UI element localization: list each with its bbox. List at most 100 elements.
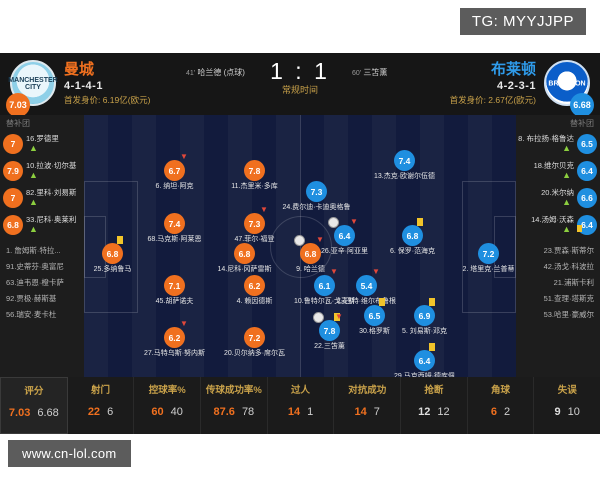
away-team-formation: 4-2-3-1 (497, 80, 536, 92)
substitute-row[interactable]: 6.5 8. 布拉扬·格鲁达 ▲ (516, 132, 600, 159)
stat-cell: 抢断 12 12 (401, 377, 468, 434)
bench-player[interactable]: 1. 詹姆斯·特拉... (6, 245, 61, 255)
stat-away-value: 10 (567, 406, 580, 418)
stat-label: 评分 (24, 386, 44, 397)
home-team-rating-badge: 7.03 (6, 93, 30, 117)
player-rating: 7.1 (164, 275, 185, 296)
pitch-player[interactable]: 7.4 13.杰克·欧谢尔伍德 (374, 150, 435, 180)
stat-home-value: 9 (554, 406, 561, 418)
pitch-player[interactable]: 7.2 20.贝尔纳多·席尔瓦 (224, 327, 285, 357)
pitch-player[interactable]: 6.7 ▼ 6. 纳坦·阿克 (155, 152, 193, 190)
player-name: 20.贝尔纳多·席尔瓦 (223, 350, 286, 357)
player-name: 9. 哈兰德 (296, 266, 325, 273)
away-substitutes-panel: 替补团 6.5 8. 布拉扬·格鲁达 ▲ 6.4 18.维尔贝克 ▲ 6.6 20.米尔纳 ▲ 6… (516, 115, 600, 377)
pitch-player[interactable]: 6.4 ▼ 26.亚辛·阿亚里 (321, 217, 368, 255)
player-name: 14.尼科·冈萨雷斯 (217, 266, 272, 273)
stat-cell: 射门 22 6 (68, 377, 135, 434)
player-name: 10.鲁特尔瓦·戈麦斯 (293, 298, 356, 305)
pitch-player[interactable]: 7.3 ▼ 47.菲尔·福登 (234, 205, 274, 243)
player-rating: 6.4 (414, 343, 435, 371)
stat-cell: 过人 14 1 (268, 377, 335, 434)
player-rating: 7.4 (394, 150, 415, 171)
substitute-row[interactable]: 7.9 10.拉波·切尔基 ▲ (0, 159, 84, 186)
pitch-player[interactable]: 6.4 29.马克西姆·德库佩 (394, 343, 455, 377)
player-rating: 7.8 ▼ (313, 312, 343, 341)
substitute-row[interactable]: 7 82.里科·刘易斯 ▲ (0, 186, 84, 213)
substitute-name: 33.尼科·奥莱利 (26, 215, 77, 224)
goal-minute: 60' (352, 70, 362, 77)
stat-cell: 角球 6 2 (468, 377, 535, 434)
substitute-row[interactable]: 6.4 18.维尔贝克 ▲ (516, 159, 600, 186)
player-name: 24.费尔迪·卡迪奥格鲁 (282, 204, 351, 211)
bench-player[interactable]: 91.史蒂芬·奥富尼 (6, 261, 64, 271)
home-substitutes-panel: 替补团 7 16.罗德里 ▲ 7.9 10.拉波·切尔基 ▲ 7 82.里科·刘易斯 ▲ 6.8 3… (0, 115, 84, 377)
yellow-card-icon (117, 236, 123, 244)
goal-event-away: 60' 三笘薰 (352, 67, 387, 78)
stat-values: 7.03 6.68 (1, 403, 67, 423)
substitute-row[interactable]: 6.4 14.汤姆·沃森 ▲ (516, 213, 600, 240)
stat-away-value: 7 (373, 406, 380, 418)
yellow-card-icon (577, 225, 582, 232)
stat-home-value: 7.03 (8, 407, 31, 419)
pitch-player[interactable]: 5.4 ▼ 1. 巴特·维尔布鲁根 (337, 267, 396, 305)
pitch-player[interactable]: 6.8 ▼ 9. 哈兰德 (294, 235, 325, 273)
pitch-player[interactable]: 6.1 ▼ 10.鲁特尔瓦·戈麦斯 (294, 267, 355, 305)
sub-in-arrow-icon: ▲ (562, 143, 571, 153)
sub-in-arrow-icon: ▲ (562, 224, 571, 234)
away-substitutes-list: 6.5 8. 布拉扬·格鲁达 ▲ 6.4 18.维尔贝克 ▲ 6.6 20.米尔纳 ▲ 6.4 14… (516, 132, 600, 240)
bench-player[interactable]: 51.查理·塔斯克 (543, 293, 594, 303)
pitch-player[interactable]: 7.1 45.胡萨诺夫 (156, 275, 193, 305)
pitch-player[interactable]: 6.8 6. 保罗·范海克 (390, 218, 435, 255)
pitch-player[interactable]: 6.8 25.多纳鲁马 (94, 236, 131, 273)
sub-out-arrow-icon: ▼ (180, 319, 188, 328)
stat-values: 60 40 (134, 402, 200, 422)
sub-in-arrow-icon: ▲ (29, 224, 38, 234)
bench-player[interactable]: 23.贾森·斯蒂尔 (543, 245, 594, 255)
pitch: 6.8 25.多纳鲁马 7.1 45.胡萨诺夫 7.4 68.马克斯·阿莱恩 6.7 ▼ 6. … (84, 115, 516, 377)
pitch-player[interactable]: 7.8 ▼ 22.三笘薰 (313, 312, 345, 350)
player-rating: 7.2 (478, 243, 499, 264)
bench-player[interactable]: 21.浦斯卡利 (553, 277, 594, 287)
stat-label: 角球 (491, 385, 511, 396)
pitch-player[interactable]: 7.4 68.马克斯·阿莱恩 (147, 213, 202, 243)
pitch-player[interactable]: 6.2 4. 赖因德斯 (237, 275, 272, 305)
away-team-name: 布莱顿 (490, 61, 536, 78)
sub-in-arrow-icon: ▲ (29, 197, 38, 207)
substitute-name: 16.罗德里 (26, 134, 59, 143)
sub-in-arrow-icon: ▲ (29, 143, 38, 153)
home-team-formation: 4-1-4-1 (64, 80, 103, 92)
pitch-player[interactable]: 6.8 14.尼科·冈萨雷斯 (217, 243, 272, 273)
bench-player[interactable]: 53.哈里·豪威尔 (543, 309, 594, 319)
pitch-player[interactable]: 6.9 5. 刘易斯·邓克 (402, 298, 447, 335)
bench-player[interactable]: 63.迪韦恩·橙卡萨 (6, 277, 64, 287)
pitch-player[interactable]: 7.2 2. 塔里克·兰普蒂 (462, 243, 515, 273)
sub-in-arrow-icon: ▲ (562, 170, 571, 180)
bench-player[interactable]: 92.贾极·赫斯基 (6, 293, 57, 303)
pitch-player[interactable]: 7.8 11.杰里米·多库 (231, 160, 278, 190)
home-team-name: 曼城 (64, 61, 95, 78)
stat-label: 抢断 (424, 385, 444, 396)
bench-player[interactable]: 42.汤戈·科波拉 (543, 261, 594, 271)
player-name: 5. 刘易斯·邓克 (401, 328, 448, 335)
player-name: 11.杰里米·多库 (231, 183, 278, 190)
stat-values: 14 7 (334, 402, 400, 422)
player-name: 45.胡萨诺夫 (155, 298, 194, 305)
stat-cell: 传球成功率% 87.6 78 (201, 377, 268, 434)
substitute-row[interactable]: 6.6 20.米尔纳 ▲ (516, 186, 600, 213)
player-name: 30.格罗斯 (359, 328, 390, 335)
bench-player[interactable]: 56.瑞安·麦卡杜 (6, 309, 57, 319)
substitute-row[interactable]: 6.8 33.尼科·奥莱利 ▲ (0, 213, 84, 240)
substitute-row[interactable]: 7 16.罗德里 ▲ (0, 132, 84, 159)
substitutes-title: 替补团 (570, 119, 594, 128)
stat-label: 控球率% (148, 385, 186, 396)
yellow-card-icon (334, 313, 340, 321)
pitch-player[interactable]: 6.2 ▼ 27.马特乌斯·努内斯 (144, 319, 205, 357)
substitute-rating: 6.4 (577, 215, 597, 235)
player-rating: 6.2 ▼ (164, 319, 188, 348)
pitch-player[interactable]: 7.3 24.费尔迪·卡迪奥格鲁 (282, 181, 351, 211)
player-rating: 6.5 (364, 298, 385, 326)
score-caption: 常规时间 (281, 85, 319, 95)
home-bench-list: 1. 詹姆斯·特拉... 91.史蒂芬·奥富尼 63.迪韦恩·橙卡萨 92.贾极·赫斯… (0, 242, 84, 322)
pitch-player[interactable]: 6.5 30.格罗斯 (359, 298, 390, 335)
